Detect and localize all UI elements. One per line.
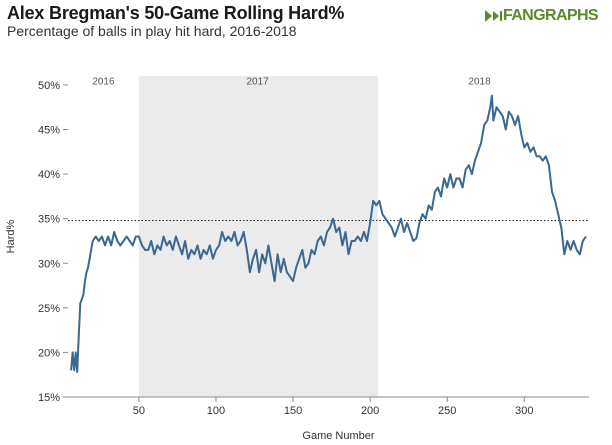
season-label-2017: 2017 xyxy=(246,76,269,87)
y-tick-label: 20% xyxy=(38,347,60,359)
chart-title: Alex Bregman's 50-Game Rolling Hard% xyxy=(7,3,345,23)
season-labels: 2016 2017 2018 xyxy=(92,76,491,87)
shaded-region-2017 xyxy=(138,76,378,397)
y-tick-label: 50% xyxy=(38,80,60,92)
rolling-hard-pct-line xyxy=(70,94,587,373)
y-tick-label: 45% xyxy=(38,125,60,137)
logo-text: FANGRAPHS xyxy=(502,7,599,24)
season-label-2016: 2016 xyxy=(92,76,115,87)
y-tick-label: 35% xyxy=(38,214,60,226)
x-tick-label: 200 xyxy=(361,405,379,417)
x-tick-label: 300 xyxy=(515,405,533,417)
fangraphs-logo: FANGRAPHS xyxy=(483,7,599,25)
y-tick-label: 30% xyxy=(38,258,60,270)
chart-subtitle: Percentage of balls in play hit hard, 20… xyxy=(7,23,297,39)
x-tick-label: 50 xyxy=(133,405,145,417)
y-tick-label: 40% xyxy=(38,169,60,181)
x-axis-title: Game Number xyxy=(302,430,374,442)
x-tick-label: 150 xyxy=(284,405,302,417)
x-tick-label: 100 xyxy=(207,405,225,417)
x-axis: 50 100 150 200 250 300 xyxy=(133,397,533,417)
fangraphs-leaf-icon xyxy=(484,10,502,22)
y-axis-title: Hard% xyxy=(5,219,17,253)
x-tick-label: 250 xyxy=(438,405,456,417)
season-label-2018: 2018 xyxy=(468,76,491,87)
y-tick-label: 25% xyxy=(38,303,60,315)
y-tick-label: 15% xyxy=(38,392,60,404)
y-axis: 15% 20% 25% 30% 35% 40% 45% 50% xyxy=(38,80,68,404)
